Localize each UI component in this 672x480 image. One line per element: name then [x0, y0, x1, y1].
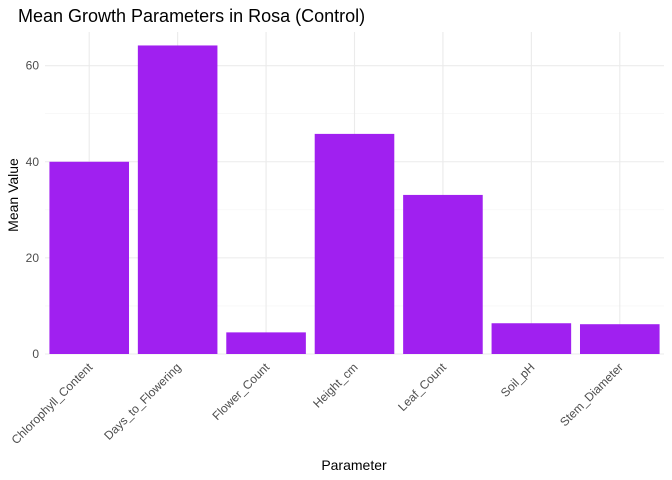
- bar: [226, 332, 306, 354]
- y-tick-label: 40: [26, 155, 40, 169]
- y-tick-label: 0: [32, 347, 39, 361]
- y-tick-label: 20: [26, 251, 40, 265]
- bar: [314, 133, 395, 354]
- y-tick-label: 60: [26, 59, 40, 73]
- bar: [491, 323, 572, 354]
- bar: [137, 45, 218, 354]
- y-axis-title: Mean Value: [5, 158, 21, 232]
- bars: [49, 45, 660, 354]
- chart-title: Mean Growth Parameters in Rosa (Control): [18, 6, 365, 26]
- bar: [49, 161, 130, 354]
- x-axis-title: Parameter: [321, 457, 387, 473]
- y-axis-tick-labels: 0 20 40 60: [26, 59, 40, 361]
- bar: [579, 324, 660, 354]
- bar: [403, 194, 483, 354]
